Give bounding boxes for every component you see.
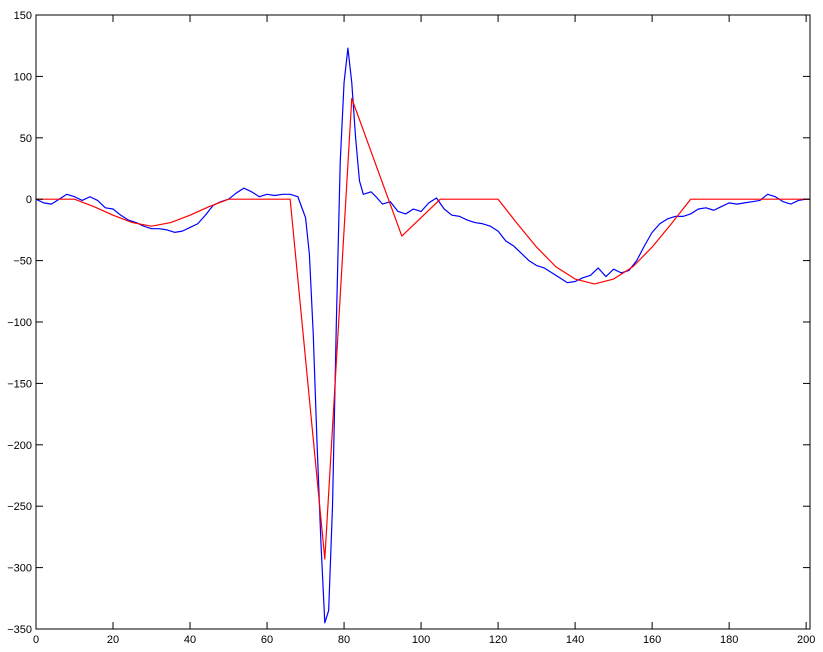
series-layer (36, 47, 810, 624)
x-tick-label: 80 (338, 634, 350, 646)
x-tick-label: 40 (184, 634, 196, 646)
x-tick-label: 140 (566, 634, 584, 646)
y-tick-label: 0 (26, 194, 32, 206)
y-tick-label: −100 (7, 317, 32, 329)
y-tick-label: 50 (20, 133, 32, 145)
y-tick-label: −200 (7, 440, 32, 452)
x-tick-label: 180 (720, 634, 738, 646)
series-line-1 (36, 47, 810, 624)
y-tick-label: 100 (14, 71, 32, 83)
y-tick-label: −150 (7, 378, 32, 390)
x-tick-label: 60 (261, 634, 273, 646)
series-line-2 (36, 97, 810, 560)
x-tick-label: 0 (33, 634, 39, 646)
plot-background (36, 15, 810, 629)
y-tick-label: −250 (7, 501, 32, 513)
y-tick-label: −300 (7, 563, 32, 575)
y-tick-label: −350 (7, 624, 32, 636)
x-tick-label: 120 (489, 634, 507, 646)
plot-area (36, 15, 810, 629)
x-tick-label: 160 (643, 634, 661, 646)
x-tick-label: 100 (412, 634, 430, 646)
x-tick-label: 20 (107, 634, 119, 646)
ticks-layer: 0 20 40 60 80 100 120 140 160 180 200 −350 −300 −250 −… (7, 10, 815, 646)
y-tick-label: −50 (13, 256, 32, 268)
y-tick-label: 150 (14, 10, 32, 22)
x-tick-label: 200 (797, 634, 815, 646)
